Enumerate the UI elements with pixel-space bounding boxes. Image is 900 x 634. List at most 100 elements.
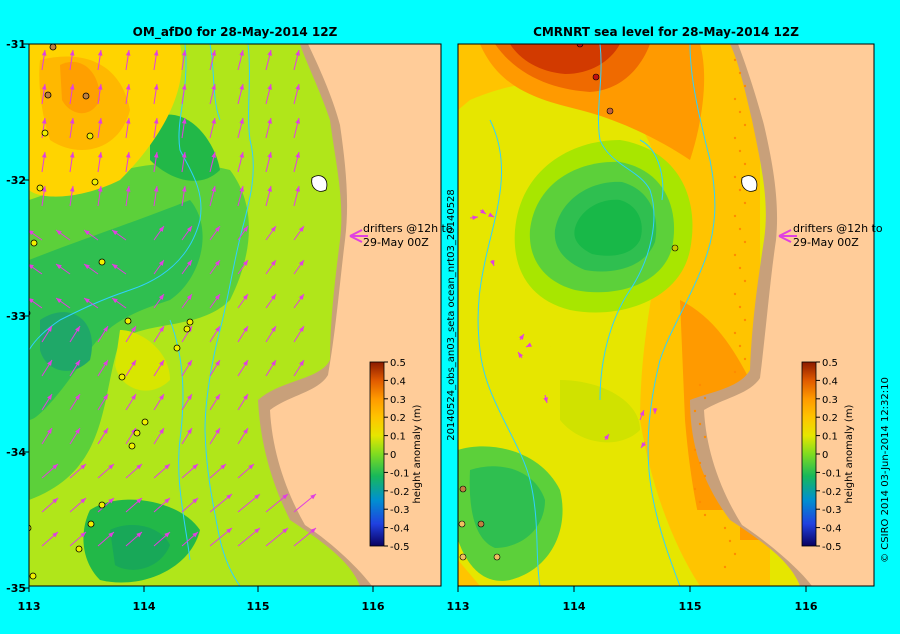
velocity-arrow: [41, 49, 47, 71]
drifter-marker: [86, 132, 94, 140]
drifter-marker: [87, 520, 95, 528]
velocity-arrow: [41, 427, 53, 445]
velocity-arrow: [181, 151, 187, 173]
drifter-marker: [124, 317, 132, 325]
right-drifter-note-line-2: 29-May 00Z: [793, 236, 859, 249]
velocity-arrow: [125, 151, 131, 173]
drifter-track: [469, 215, 479, 221]
velocity-arrow: [41, 83, 47, 105]
velocity-arrow: [181, 531, 199, 547]
drifter-marker: [30, 239, 38, 247]
velocity-arrow: [69, 49, 75, 71]
velocity-arrow: [69, 325, 81, 343]
velocity-arrow: [265, 325, 277, 343]
velocity-arrow: [55, 263, 71, 275]
velocity-arrow: [83, 263, 99, 275]
velocity-arrow: [97, 325, 109, 343]
left-colorbar-tick: 0.2: [390, 413, 406, 424]
velocity-arrow: [125, 359, 137, 377]
right-colorbar-tick: 0.5: [822, 358, 838, 369]
velocity-arrow: [125, 531, 143, 547]
drifter-marker: [118, 373, 126, 381]
left-colorbar-tick: 0: [390, 450, 396, 461]
left-lon-tick: 113: [18, 600, 41, 613]
velocity-arrow: [97, 463, 115, 479]
right-drifter-tracks: [469, 208, 658, 449]
right-colorbar-tick: -0.5: [822, 542, 842, 553]
velocity-arrow: [293, 293, 305, 309]
left-lat-tick: -33: [6, 310, 26, 323]
drifter-marker: [173, 344, 181, 352]
velocity-arrow: [293, 151, 300, 173]
velocity-arrow: [69, 83, 75, 105]
right-colorbar-tick: 0: [822, 450, 828, 461]
velocity-arrow: [153, 259, 165, 275]
left-map-panel: OM_afD0 for 28-May-2014 12Z drifters @12…: [28, 25, 453, 587]
velocity-arrow: [209, 493, 233, 513]
drifter-marker: [29, 572, 37, 580]
velocity-arrow: [97, 83, 103, 105]
velocity-arrow: [41, 463, 59, 479]
velocity-arrow: [265, 49, 272, 71]
velocity-arrow: [125, 49, 131, 71]
right-axis-labels: 113 114 115 116: [447, 586, 818, 613]
right-lon-tick: 114: [563, 600, 586, 613]
velocity-arrow: [265, 83, 272, 105]
velocity-arrow: [209, 463, 227, 479]
velocity-arrow: [69, 497, 87, 513]
drifter-marker: [29, 524, 32, 532]
velocity-arrow: [125, 393, 137, 411]
velocity-arrow: [153, 393, 165, 411]
velocity-arrow: [237, 427, 249, 445]
left-map-field: [29, 44, 441, 586]
drifter-marker: [75, 545, 83, 553]
drifter-track: [518, 333, 525, 341]
velocity-arrow: [209, 527, 233, 547]
velocity-arrow: [153, 359, 165, 377]
left-colorbar-tick: -0.1: [390, 468, 410, 479]
velocity-arrow: [209, 259, 221, 275]
velocity-arrow: [41, 151, 47, 173]
velocity-arrow: [125, 325, 137, 343]
velocity-arrow: [181, 427, 193, 445]
velocity-arrow: [153, 49, 159, 71]
left-drifter-note-line-1: drifters @12h to: [363, 222, 453, 235]
velocity-arrow: [237, 49, 244, 71]
velocity-arrow: [153, 185, 159, 207]
velocity-arrow: [181, 225, 193, 241]
right-colorbar-tick: -0.2: [822, 487, 842, 498]
velocity-arrow: [265, 293, 277, 309]
velocity-arrow: [209, 49, 216, 71]
velocity-arrow: [125, 463, 143, 479]
velocity-arrow: [41, 393, 53, 411]
velocity-arrow: [181, 293, 193, 309]
velocity-arrow: [125, 83, 131, 105]
left-lon-tick: 116: [362, 600, 385, 613]
velocity-arrow: [265, 117, 272, 139]
velocity-arrow: [97, 151, 103, 173]
velocity-arrow: [83, 297, 99, 309]
drifter-marker: [98, 501, 106, 509]
drifter-marker: [41, 129, 49, 137]
left-lat-tick: -32: [6, 174, 26, 187]
left-colorbar-tick: 0.1: [390, 432, 406, 443]
velocity-arrow: [125, 117, 131, 139]
left-colorbar-tick: 0.3: [390, 395, 406, 406]
velocity-arrow: [293, 117, 300, 139]
drifter-marker: [459, 485, 467, 493]
right-colorbar-tick: 0.1: [822, 432, 838, 443]
right-lon-tick: 113: [447, 600, 470, 613]
velocity-arrow: [209, 325, 221, 343]
velocity-arrow: [181, 83, 187, 105]
velocity-arrow: [237, 259, 249, 275]
velocity-arrow: [293, 325, 305, 343]
left-map-title: OM_afD0 for 28-May-2014 12Z: [133, 25, 338, 40]
left-lat-tick: -35: [6, 582, 26, 595]
velocity-arrow: [41, 325, 53, 343]
right-colorbar: 0.5 0.4 0.3 0.2 0.1 0 -0.1 -0.2 -0.3 -0.4 -0.5 hei…: [801, 358, 855, 553]
velocity-arrow: [97, 427, 109, 445]
velocity-arrow: [265, 225, 277, 241]
right-drifter-note: drifters @12h to 29-May 00Z: [778, 222, 883, 249]
left-colorbar-tick: -0.4: [390, 524, 410, 535]
